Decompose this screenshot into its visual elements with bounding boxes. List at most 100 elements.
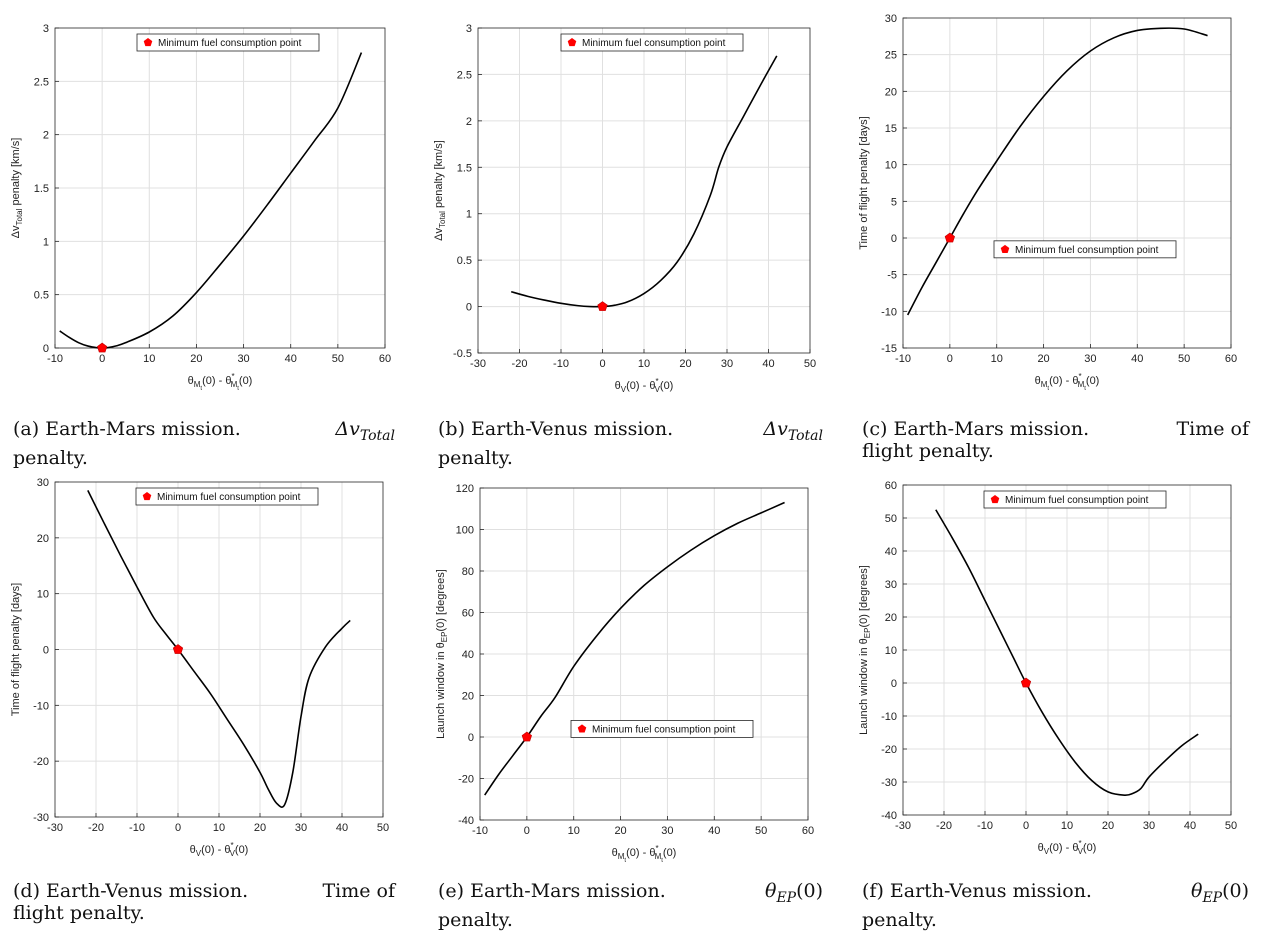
legend-label: Minimum fuel consumption point (582, 38, 726, 49)
y-tick-label: 0 (43, 645, 49, 657)
x-tick-label: -20 (936, 820, 952, 832)
legend-box (570, 720, 754, 738)
x-tick-label: 40 (285, 353, 297, 365)
legend-label: Minimum fuel consumption point (1015, 245, 1159, 256)
y-tick-label: -40 (881, 810, 897, 822)
legend-label: Minimum fuel consumption point (158, 38, 302, 49)
legend-label: Minimum fuel consumption point (1005, 495, 1149, 506)
y-tick-label: 10 (37, 589, 49, 601)
x-axis-label: θMt(0) - θ* Mt(0) (1035, 372, 1100, 392)
axes-box (902, 17, 1232, 349)
min-fuel-point-marker (521, 731, 532, 742)
min-fuel-point-marker (172, 644, 184, 654)
legend-marker-icon (567, 38, 577, 47)
y-tick-label: -20 (33, 756, 49, 768)
caption-e: (e) Earth-Mars mission. θEP(0) penalty. (438, 880, 823, 931)
x-tick-label: 50 (332, 353, 344, 365)
x-tick-label: 10 (213, 822, 225, 834)
series-line-penalty (510, 55, 778, 308)
y-tick-label: 2 (466, 116, 472, 128)
x-tick-label: -10 (895, 353, 911, 365)
x-tick-label: -20 (88, 822, 104, 834)
caption-c: (c) Earth-Mars mission. Time of flight pen… (862, 418, 1249, 462)
y-tick-label: 1.5 (34, 183, 49, 195)
x-axis-label: θV(0) - θ* V(0) (1038, 839, 1097, 856)
y-tick-label: 80 (462, 566, 474, 578)
legend-box (560, 33, 744, 52)
axes-box (54, 27, 386, 349)
y-axis-label: Time of flight penalty [days] (858, 116, 870, 250)
y-tick-label: -20 (881, 744, 897, 756)
caption-b: (b) Earth-Venus mission. ΔvTotal penalty. (438, 418, 823, 469)
y-axis-label: Time of flight penalty [days] (10, 583, 22, 717)
y-tick-label: 10 (885, 645, 897, 657)
y-tick-label: 2.5 (34, 76, 49, 88)
x-tick-label: 20 (614, 825, 626, 837)
x-tick-label: 40 (336, 822, 348, 834)
x-tick-label: 0 (175, 822, 181, 834)
legend-box (983, 490, 1167, 509)
axes-box (54, 481, 384, 818)
x-axis-label: θMt(0) - θ* Mt(0) (612, 844, 677, 864)
x-tick-label: 30 (1143, 820, 1155, 832)
y-tick-label: -20 (458, 774, 474, 786)
legend-marker-icon (577, 724, 587, 733)
x-tick-label: 50 (1225, 820, 1237, 832)
plot-area (903, 485, 1231, 815)
y-tick-label: 2 (43, 130, 49, 142)
min-fuel-point-marker (97, 342, 108, 353)
plot-area (55, 28, 385, 348)
y-tick-label: 0 (43, 343, 49, 355)
y-tick-label: 0 (468, 732, 474, 744)
y-tick-label: 0.5 (34, 290, 49, 302)
x-tick-label: -10 (977, 820, 993, 832)
x-tick-label: 50 (755, 825, 767, 837)
plot-area (480, 488, 808, 820)
y-tick-label: 25 (885, 50, 897, 62)
x-tick-label: -30 (47, 822, 63, 834)
y-tick-label: 30 (885, 13, 897, 25)
y-axis-label: ΔvTotal penalty [km/s] (10, 138, 24, 239)
x-tick-label: 0 (99, 353, 105, 365)
caption-a: (a) Earth-Mars mission. ΔvTotal penalty. (13, 418, 395, 469)
y-tick-label: 20 (885, 612, 897, 624)
y-tick-label: 20 (885, 86, 897, 98)
series-line-penalty (59, 52, 363, 349)
x-tick-label: 10 (638, 358, 650, 370)
y-tick-label: -40 (458, 815, 474, 827)
x-tick-label: 0 (947, 353, 953, 365)
y-tick-label: 3 (466, 23, 472, 35)
y-tick-label: 120 (456, 483, 474, 495)
x-tick-label: 0 (1023, 820, 1029, 832)
y-tick-label: 20 (37, 533, 49, 545)
axes-box (479, 487, 809, 821)
y-tick-label: -5 (887, 270, 897, 282)
y-tick-label: 1.5 (457, 162, 472, 174)
x-tick-label: 40 (1131, 353, 1143, 365)
y-tick-label: -10 (881, 711, 897, 723)
series-line-penalty (906, 27, 1208, 316)
y-tick-label: 0 (466, 302, 472, 314)
x-tick-label: 20 (190, 353, 202, 365)
x-tick-label: 30 (1084, 353, 1096, 365)
caption-f: (f) Earth-Venus mission. θEP(0) penalty. (862, 880, 1249, 931)
y-tick-label: 10 (885, 160, 897, 172)
y-tick-label: 60 (885, 480, 897, 492)
legend-marker-icon (143, 38, 153, 47)
y-tick-label: 100 (456, 525, 474, 537)
x-tick-label: 20 (1037, 353, 1049, 365)
y-tick-label: 0 (891, 233, 897, 245)
series-line-launch-window (935, 509, 1199, 797)
y-tick-label: 0 (891, 678, 897, 690)
x-tick-label: 60 (379, 353, 391, 365)
x-tick-label: 10 (143, 353, 155, 365)
min-fuel-point-marker (944, 232, 955, 243)
y-tick-label: -30 (33, 812, 49, 824)
x-tick-label: 60 (1225, 353, 1237, 365)
y-axis-label: ΔvTotal penalty [km/s] (433, 140, 447, 241)
